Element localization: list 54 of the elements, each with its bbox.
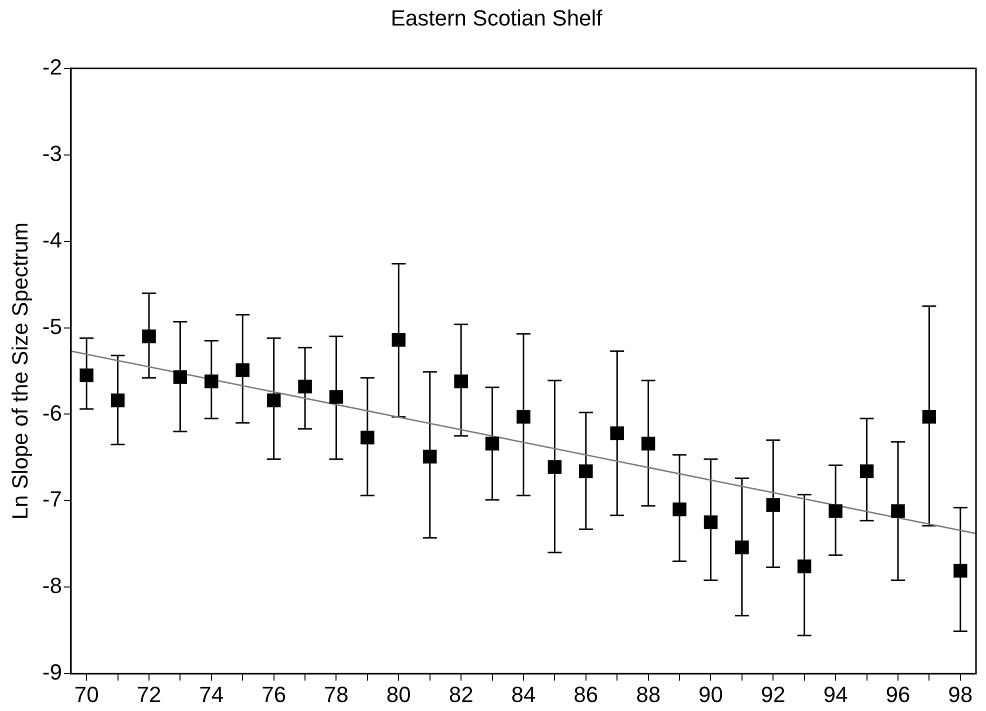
x-tick-label: 98 bbox=[948, 682, 973, 707]
point bbox=[516, 410, 530, 424]
point bbox=[954, 564, 968, 578]
point bbox=[422, 450, 437, 464]
point bbox=[266, 394, 281, 408]
point bbox=[922, 410, 936, 424]
x-tick-label: 94 bbox=[823, 682, 848, 707]
y-tick-label: -6 bbox=[42, 400, 62, 426]
point bbox=[485, 436, 500, 450]
y-tick-label: -2 bbox=[42, 54, 62, 80]
point bbox=[236, 363, 250, 377]
point bbox=[797, 560, 812, 574]
point bbox=[298, 380, 312, 394]
point bbox=[641, 436, 656, 450]
point bbox=[672, 502, 686, 516]
x-tick-label: 90 bbox=[698, 682, 723, 707]
x-tick-label: 70 bbox=[74, 682, 99, 707]
y-tick-label: -5 bbox=[42, 314, 62, 339]
x-tick-label: 78 bbox=[324, 682, 348, 707]
point bbox=[704, 515, 718, 530]
y-tick-label: -8 bbox=[42, 573, 62, 598]
point bbox=[891, 504, 905, 518]
point bbox=[610, 426, 624, 440]
x-tick-label: 74 bbox=[199, 682, 224, 707]
chart-title: Eastern Scotian Shelf bbox=[390, 5, 604, 30]
y-tick-label: -9 bbox=[42, 660, 62, 685]
point bbox=[360, 430, 374, 444]
point bbox=[173, 370, 188, 384]
x-tick-label: 80 bbox=[386, 682, 411, 707]
point bbox=[766, 498, 780, 512]
y-tick-label: -4 bbox=[42, 227, 62, 252]
x-tick-label: 88 bbox=[636, 682, 661, 707]
x-tick-label: 84 bbox=[511, 682, 536, 707]
x-tick-label: 72 bbox=[136, 682, 162, 707]
point bbox=[80, 368, 94, 382]
point bbox=[204, 374, 218, 388]
point bbox=[392, 333, 406, 347]
point bbox=[860, 464, 874, 478]
point bbox=[110, 394, 125, 408]
x-tick-label: 92 bbox=[760, 682, 786, 707]
point bbox=[142, 330, 156, 344]
point bbox=[735, 540, 749, 554]
y-tick-label: -7 bbox=[42, 486, 62, 512]
point bbox=[329, 390, 344, 404]
x-tick-label: 86 bbox=[574, 682, 598, 707]
y-tick-label: -3 bbox=[42, 140, 62, 166]
point bbox=[548, 460, 562, 474]
y-axis-title: Ln Slope of the Size Spectrum bbox=[7, 222, 32, 520]
point bbox=[579, 464, 593, 478]
x-tick-label: 96 bbox=[886, 682, 910, 707]
point bbox=[454, 374, 468, 388]
x-tick-label: 76 bbox=[262, 682, 286, 707]
x-tick-label: 82 bbox=[448, 682, 474, 707]
point bbox=[828, 504, 842, 518]
